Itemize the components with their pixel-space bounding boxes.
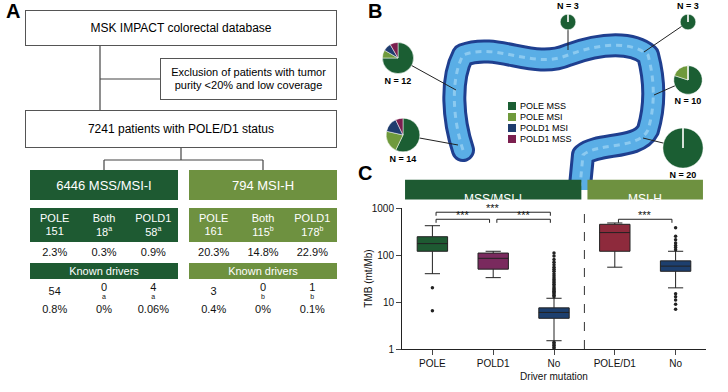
html-text:6446 MSS/MSI-I: 6446 MSS/MSI-I (56, 177, 152, 193)
html-text:18a: 18a (95, 224, 113, 238)
html-text:POLE: POLE (40, 212, 70, 225)
html-text:Known drivers: Known drivers (69, 265, 139, 277)
svg-text:POLD1: POLD1 (477, 358, 510, 369)
html-text:a: a (151, 293, 156, 301)
html-text:N = 3: N = 3 (557, 1, 579, 12)
html-text:178b: 178b (301, 224, 324, 238)
html-text:22.9%: 22.9% (296, 245, 328, 258)
svg-text:100: 100 (377, 250, 394, 261)
html-text:Known drivers: Known drivers (228, 265, 298, 277)
svg-text:***: *** (638, 209, 652, 221)
svg-text:***: *** (456, 209, 470, 221)
html-text:N = 20: N = 20 (669, 170, 697, 181)
svg-text:***: *** (486, 202, 500, 214)
svg-text:***: *** (517, 209, 531, 221)
html-text:POLD1: POLD1 (135, 212, 172, 224)
html-text:0.9%: 0.9% (140, 245, 166, 258)
html-text:0: 0 (259, 280, 266, 293)
svg-text:10: 10 (383, 297, 395, 308)
html-text:b: b (261, 293, 265, 301)
html-text:B: B (368, 0, 383, 22)
html-text:794 MSI-H: 794 MSI-H (231, 177, 295, 193)
html-text:a: a (102, 293, 106, 301)
html-text:3: 3 (210, 284, 217, 297)
html-text:MSK IMPACT colorectal database: MSK IMPACT colorectal database (90, 20, 272, 35)
svg-text:MSS/MSI-I: MSS/MSI-I (464, 192, 522, 206)
html-text:0.8%: 0.8% (42, 302, 68, 315)
html-text:C: C (358, 162, 373, 184)
svg-text:TMB (mt/Mb): TMB (mt/Mb) (363, 249, 374, 307)
html-text:POLD1: POLD1 (294, 212, 331, 224)
html-text:0.4%: 0.4% (201, 302, 227, 315)
html-text:N = 10: N = 10 (674, 96, 702, 107)
svg-text:MSI-H: MSI-H (628, 192, 662, 206)
html-text:2.3%: 2.3% (42, 245, 68, 258)
html-text:POLE MSS: POLE MSS (520, 100, 566, 111)
html-text:N = 12: N = 12 (384, 75, 412, 86)
html-text:A: A (6, 0, 21, 22)
html-text:20.3%: 20.3% (198, 245, 230, 258)
html-text:N = 3: N = 3 (677, 1, 699, 12)
html-text:Exclusion of patients with tum: Exclusion of patients with tumor purity … (171, 65, 326, 91)
html-text:0.1%: 0.1% (299, 302, 325, 315)
html-text:58a: 58a (145, 224, 162, 238)
html-text:Both: Both (92, 212, 116, 224)
svg-text:POLE/D1: POLE/D1 (594, 358, 637, 369)
html-text:POLE: POLE (199, 212, 229, 225)
html-text:N = 14: N = 14 (389, 153, 417, 164)
html-text:1: 1 (309, 280, 316, 293)
html-text:POLD1 MSS: POLD1 MSS (520, 133, 572, 144)
html-text:0.3%: 0.3% (91, 245, 117, 258)
html-text:0.06%: 0.06% (137, 302, 169, 315)
svg-text:No: No (669, 358, 682, 369)
html-text:POLE MSI: POLE MSI (520, 111, 563, 122)
svg-text:POLE: POLE (419, 358, 446, 369)
html-text:115b: 115b (252, 224, 274, 238)
html-text:0: 0 (100, 280, 107, 293)
html-text:0%: 0% (96, 302, 112, 315)
html-text:7241 patients with POLE/D1 sta: 7241 patients with POLE/D1 status (87, 121, 274, 136)
html-text:Both: Both (251, 212, 275, 224)
html-text:0%: 0% (255, 302, 271, 315)
html-text:POLD1 MSI: POLD1 MSI (520, 122, 568, 133)
svg-text:1: 1 (388, 344, 394, 355)
svg-text:1000: 1000 (372, 203, 395, 214)
svg-text:No: No (548, 358, 561, 369)
html-text:4: 4 (150, 280, 157, 293)
svg-text:Driver mutation: Driver mutation (520, 371, 588, 382)
html-text:151: 151 (45, 225, 64, 237)
html-text:14.8%: 14.8% (247, 245, 279, 258)
html-text:54: 54 (48, 284, 61, 297)
html-text:161: 161 (204, 225, 223, 237)
html-text:b: b (310, 293, 315, 301)
